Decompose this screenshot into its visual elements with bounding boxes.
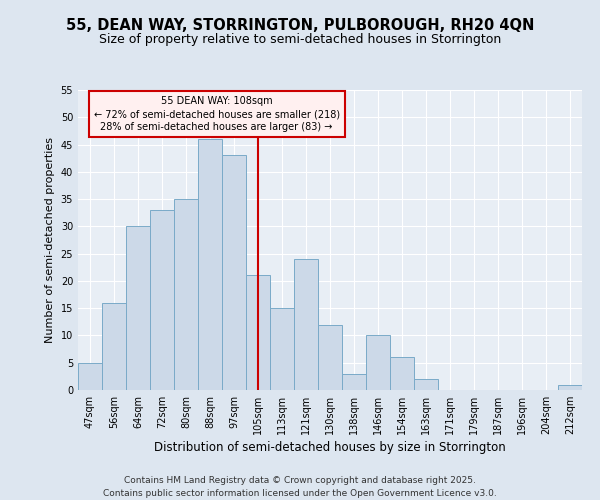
Bar xyxy=(126,226,150,390)
Bar xyxy=(174,199,198,390)
Text: 55, DEAN WAY, STORRINGTON, PULBOROUGH, RH20 4QN: 55, DEAN WAY, STORRINGTON, PULBOROUGH, R… xyxy=(66,18,534,32)
Bar xyxy=(318,324,342,390)
Bar xyxy=(366,336,390,390)
Bar xyxy=(198,139,222,390)
Text: Contains HM Land Registry data © Crown copyright and database right 2025.
Contai: Contains HM Land Registry data © Crown c… xyxy=(103,476,497,498)
Bar xyxy=(102,302,126,390)
Bar xyxy=(390,358,414,390)
Bar xyxy=(414,379,438,390)
Bar xyxy=(558,384,582,390)
X-axis label: Distribution of semi-detached houses by size in Storrington: Distribution of semi-detached houses by … xyxy=(154,441,506,454)
Text: 55 DEAN WAY: 108sqm
← 72% of semi-detached houses are smaller (218)
28% of semi-: 55 DEAN WAY: 108sqm ← 72% of semi-detach… xyxy=(94,96,340,132)
Bar xyxy=(78,362,102,390)
Bar xyxy=(150,210,174,390)
Bar xyxy=(246,276,270,390)
Text: Size of property relative to semi-detached houses in Storrington: Size of property relative to semi-detach… xyxy=(99,32,501,46)
Bar xyxy=(222,156,246,390)
Bar xyxy=(294,259,318,390)
Bar xyxy=(270,308,294,390)
Bar xyxy=(342,374,366,390)
Y-axis label: Number of semi-detached properties: Number of semi-detached properties xyxy=(45,137,55,343)
